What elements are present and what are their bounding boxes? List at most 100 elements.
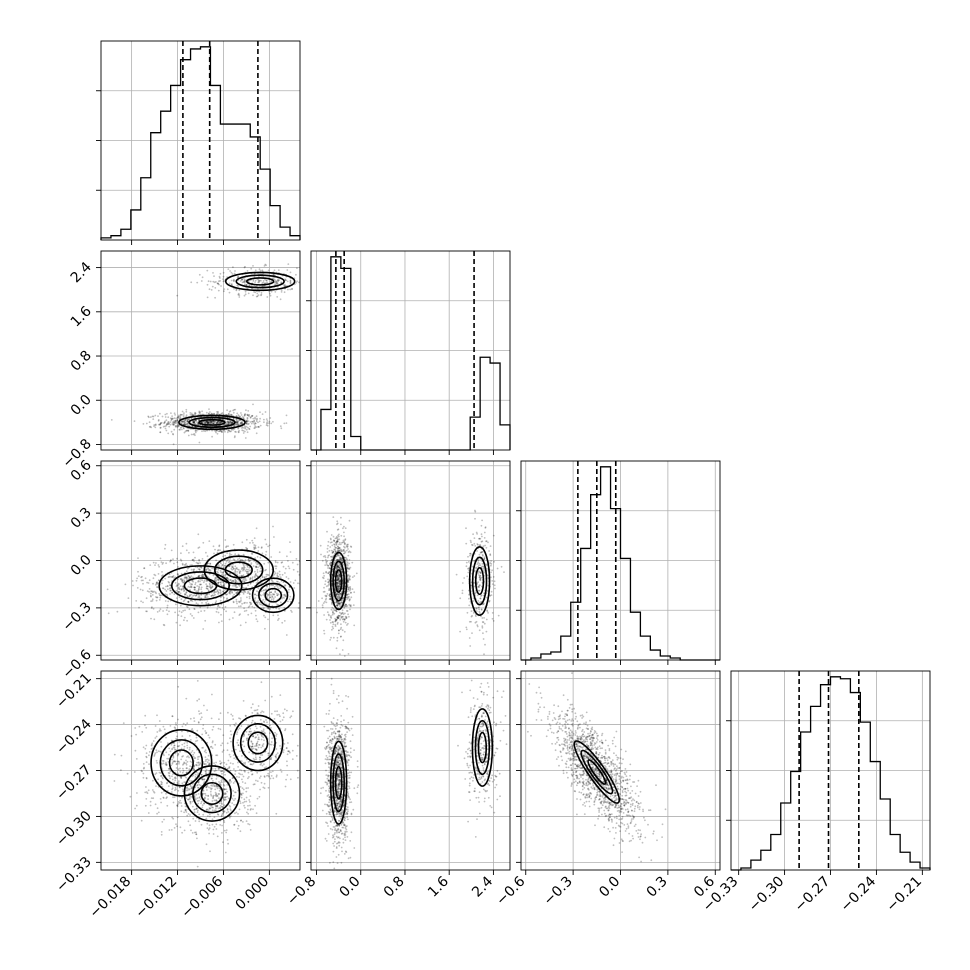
sample-point	[195, 764, 197, 766]
sample-point	[193, 420, 196, 423]
histogram-panel-4	[726, 670, 931, 875]
sample-point	[473, 560, 475, 562]
sample-point	[172, 417, 174, 420]
sample-point	[331, 603, 333, 605]
scatter-panel-1-2	[96, 250, 320, 455]
sample-point	[345, 545, 348, 548]
sample-point	[173, 428, 176, 431]
sample-point	[253, 544, 256, 546]
sample-point	[324, 580, 327, 583]
sample-point	[336, 550, 339, 552]
sample-point	[169, 587, 172, 589]
sample-point	[232, 563, 234, 566]
sample-point	[207, 421, 210, 423]
sample-point	[244, 413, 247, 415]
sample-point	[465, 626, 468, 629]
sample-point	[477, 606, 480, 609]
sample-point	[162, 796, 165, 799]
sample-point	[206, 789, 208, 791]
sample-point	[231, 283, 233, 285]
sample-point	[217, 793, 220, 795]
sample-point	[179, 604, 182, 607]
sample-point	[226, 288, 229, 291]
sample-point	[178, 586, 180, 589]
sample-point	[293, 587, 296, 589]
sample-point	[140, 579, 143, 582]
sample-point	[145, 726, 148, 729]
sample-point	[212, 545, 215, 548]
sample-point	[189, 760, 192, 763]
sample-point	[268, 584, 271, 587]
sample-point	[146, 590, 149, 592]
sample-point	[227, 421, 229, 423]
sample-point	[245, 284, 248, 286]
sample-point	[192, 414, 195, 417]
sample-point	[475, 566, 478, 569]
sample-point	[135, 733, 138, 736]
sample-point	[349, 592, 352, 594]
sample-point	[211, 586, 214, 588]
sample-point	[211, 785, 214, 787]
sample-point	[163, 818, 165, 821]
sample-point	[180, 776, 183, 779]
sample-point	[254, 573, 257, 575]
sample-point	[346, 624, 348, 626]
sample-point	[346, 593, 349, 596]
sample-point	[328, 580, 331, 582]
sample-point	[186, 576, 188, 579]
sample-point	[348, 599, 351, 601]
sample-point	[478, 586, 480, 588]
sample-point	[347, 554, 350, 557]
sample-point	[164, 547, 166, 550]
sample-point	[228, 781, 231, 783]
sample-point	[246, 416, 249, 419]
sample-point	[207, 795, 210, 797]
sample-point	[153, 425, 155, 427]
sample-point	[190, 412, 193, 415]
sample-point	[178, 745, 181, 747]
sample-point	[172, 420, 175, 423]
sample-point	[322, 577, 325, 580]
sample-point	[176, 760, 179, 763]
sample-point	[280, 281, 283, 284]
sample-point	[226, 552, 229, 554]
sample-point	[215, 413, 218, 415]
sample-point	[195, 831, 197, 834]
sample-point	[151, 600, 154, 602]
sample-point	[483, 569, 486, 571]
sample-point	[229, 410, 232, 412]
sample-point	[180, 426, 183, 429]
sample-point	[479, 578, 482, 581]
sample-point	[174, 422, 176, 424]
sample-point	[191, 780, 193, 782]
sample-point	[246, 419, 248, 422]
sample-point	[490, 564, 492, 567]
sample-point	[342, 541, 344, 544]
sample-point	[210, 586, 212, 589]
sample-point	[178, 750, 181, 753]
sample-point	[318, 289, 320, 291]
sample-point	[324, 594, 327, 597]
sample-point	[194, 581, 197, 584]
sample-point	[333, 543, 335, 546]
sample-point	[217, 581, 220, 584]
sample-point	[196, 729, 199, 732]
sample-point	[272, 525, 274, 528]
sample-point	[337, 577, 340, 580]
sample-point	[172, 742, 175, 744]
sample-point	[348, 589, 351, 592]
sample-point	[324, 583, 326, 586]
sample-point	[339, 558, 342, 560]
sample-point	[348, 562, 351, 565]
sample-point	[217, 579, 220, 582]
sample-point	[285, 414, 288, 417]
sample-point	[226, 808, 229, 810]
sample-point	[232, 409, 235, 412]
sample-point	[250, 563, 252, 566]
sample-point	[144, 804, 147, 807]
sample-point	[167, 416, 170, 419]
sample-point	[477, 600, 480, 602]
sample-point	[155, 749, 158, 752]
sample-point	[184, 423, 187, 426]
sample-point	[337, 579, 340, 582]
